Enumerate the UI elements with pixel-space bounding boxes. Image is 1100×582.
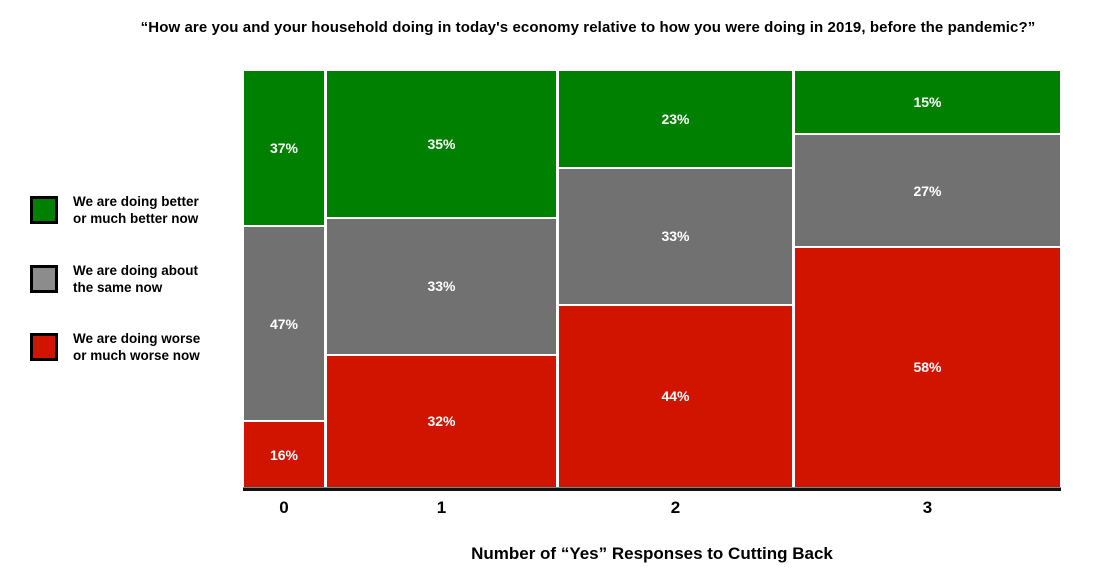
mosaic-plot-area: 37% 47% 16% 35% 33% 32% 23% 33% 44% 15% 27% 58% (244, 71, 1060, 487)
mosaic-column-0: 37% 47% 16% (244, 71, 324, 487)
segment-value-label: 32% (427, 413, 456, 430)
mosaic-column-1: 35% 33% 32% (327, 71, 556, 487)
x-tick-label-2: 2 (670, 498, 681, 517)
legend-label-better-line2: or much better now (73, 211, 199, 226)
mosaic-segment: 47% (244, 224, 324, 421)
segment-value-label: 37% (269, 139, 299, 156)
mosaic-segment: 23% (559, 71, 792, 167)
legend-swatch-red-icon (30, 333, 58, 361)
x-axis-line (243, 487, 1061, 491)
legend-item-worse: We are doing worse or much worse now (30, 330, 200, 364)
x-tick-label-0: 0 (279, 498, 289, 517)
segment-value-label: 15% (913, 94, 942, 111)
mosaic-segment: 33% (327, 216, 556, 354)
mosaic-segment: 35% (327, 71, 556, 217)
segment-value-label: 58% (913, 359, 942, 376)
x-tick-label-1: 1 (436, 498, 447, 517)
legend-item-same: We are doing about the same now (30, 262, 198, 296)
mosaic-segment: 44% (559, 303, 792, 487)
mosaic-segment: 58% (795, 245, 1060, 487)
mosaic-column-3: 15% 27% 58% (795, 71, 1060, 487)
legend-label-same-line2: the same now (73, 280, 163, 295)
legend-label-worse-line2: or much worse now (73, 348, 200, 363)
mosaic-segment: 27% (795, 133, 1060, 246)
x-tick-label-3: 3 (922, 498, 933, 517)
segment-value-label: 35% (427, 135, 456, 152)
mosaic-segment: 15% (795, 71, 1060, 134)
x-axis-title: Number of “Yes” Responses to Cutting Bac… (471, 544, 833, 563)
segment-value-label: 33% (661, 228, 690, 245)
segment-value-label: 44% (661, 388, 690, 405)
mosaic-segment: 32% (327, 353, 556, 487)
legend-label-same-line1: We are doing about (73, 263, 199, 278)
legend-swatch-green-icon (30, 196, 58, 224)
segment-value-label: 47% (269, 315, 299, 332)
x-axis-tick-row: 0 1 2 3 (244, 498, 1060, 518)
mosaic-segment: 33% (559, 166, 792, 304)
legend-label-worse: We are doing worse or much worse now (73, 330, 200, 364)
segment-value-label: 16% (269, 446, 299, 463)
legend-label-better-line1: We are doing better (73, 194, 199, 209)
segment-value-label: 27% (913, 182, 942, 199)
legend-label-same: We are doing about the same now (73, 262, 198, 296)
segment-value-label: 23% (661, 110, 690, 127)
legend-swatch-gray-icon (30, 265, 58, 293)
legend-label-worse-line1: We are doing worse (73, 331, 201, 346)
mosaic-column-2: 23% 33% 44% (559, 71, 792, 487)
legend-label-better: We are doing better or much better now (73, 193, 199, 227)
mosaic-segment: 37% (244, 71, 324, 225)
mosaic-segment: 16% (244, 420, 324, 487)
segment-value-label: 33% (427, 278, 456, 295)
chart-title: “How are you and your household doing in… (140, 19, 1036, 36)
legend-item-better: We are doing better or much better now (30, 193, 199, 227)
